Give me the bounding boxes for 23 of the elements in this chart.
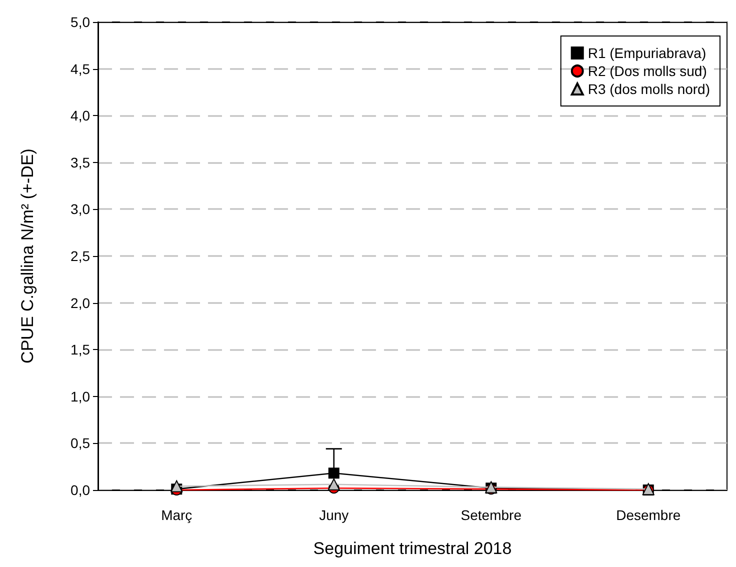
y-axis-title: CPUE C.gallina N/m² (+-DE) [18,148,37,364]
legend-label: R1 (Empuriabrava) [588,45,706,61]
y-tick-label: 4,0 [70,108,90,124]
y-tick-label: 4,5 [70,60,90,77]
y-tick-label: 1,5 [70,342,90,358]
y-tick-label: 3,0 [70,201,90,218]
x-axis-title: Seguiment trimestral 2018 [313,539,512,558]
legend-label: R3 (dos molls nord) [588,81,710,97]
y-tick-label: 1,0 [70,388,90,404]
x-tick-label: Juny [319,507,349,523]
legend-label: R2 (Dos molls sud) [588,63,707,79]
y-tick-label: 0,0 [70,482,90,498]
point [170,480,183,492]
y-tick-label: 5,0 [70,14,90,30]
x-tick-label: Setembre [460,507,522,523]
y-tick-label: 0,5 [70,435,90,452]
point [328,478,340,490]
x-tick-label: Març [161,507,192,523]
point [328,468,340,479]
y-tick-label: 2,5 [70,248,90,264]
y-tick-label: 3,5 [70,154,90,170]
y-tick-label: 2,0 [70,294,90,311]
x-tick-label: Desembre [616,507,681,523]
